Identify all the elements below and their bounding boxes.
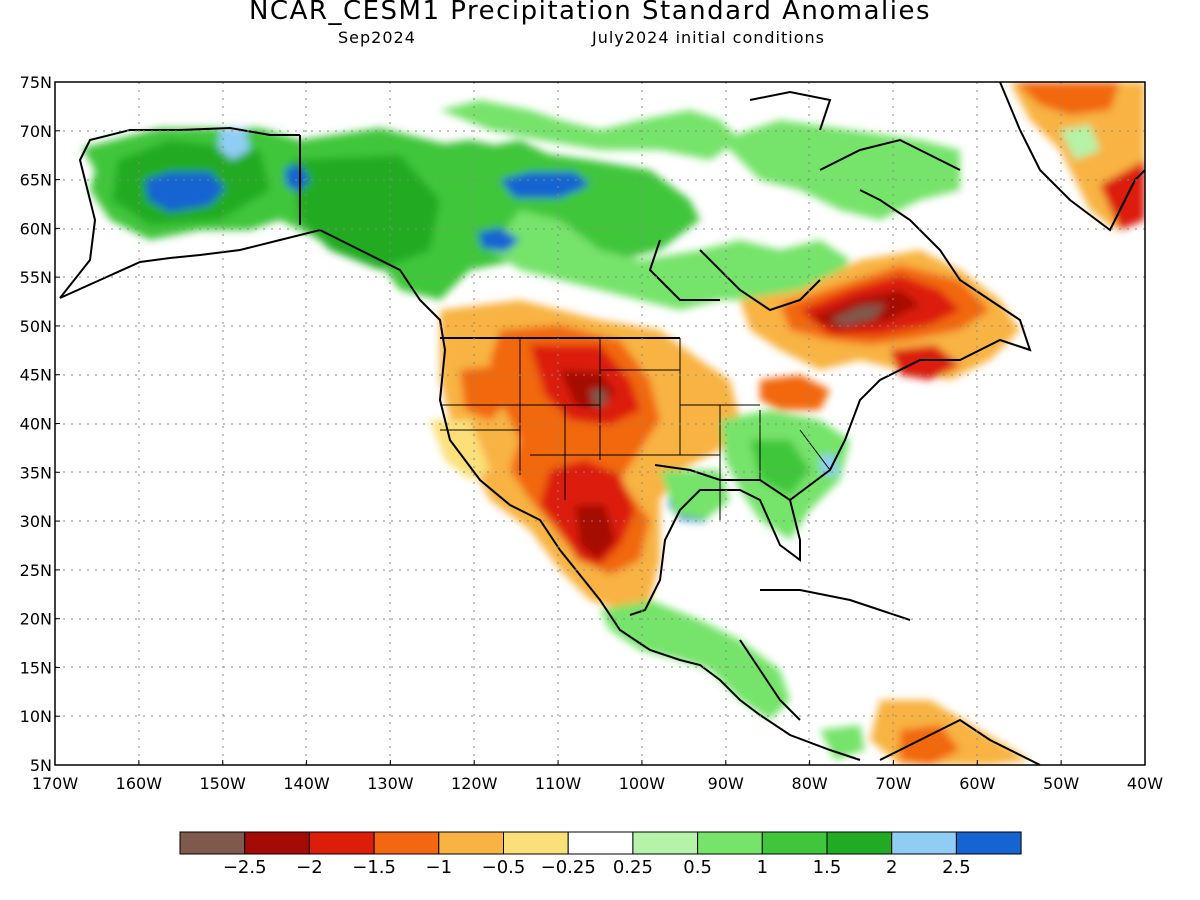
legend-swatch: [761, 831, 828, 855]
legend-label: −1: [426, 857, 453, 878]
lon-tick-label: 170W: [32, 774, 79, 793]
legend-label: −0.25: [541, 857, 596, 878]
legend-label: 1: [757, 857, 768, 878]
lon-tick-label: 120W: [451, 774, 498, 793]
color-legend: −2.5 −2 −1.5 −1 −0.5 −0.25 0.25 0.5 1 1.5 2 2.5: [179, 831, 1022, 878]
lon-tick-label: 100W: [619, 774, 666, 793]
lon-tick-label: 80W: [792, 774, 828, 793]
legend-swatch: [891, 831, 957, 855]
legend-swatch: [697, 831, 763, 855]
lat-tick-label: 65N: [20, 171, 52, 190]
legend-swatch: [503, 831, 569, 855]
legend-label: 0.5: [683, 857, 712, 878]
lon-tick-label: 50W: [1043, 774, 1079, 793]
lon-tick-label: 40W: [1127, 774, 1163, 793]
lat-tick-label: 10N: [20, 707, 52, 726]
lon-tick-label: 90W: [708, 774, 744, 793]
legend-swatch: [179, 831, 246, 855]
lon-tick-label: 150W: [200, 774, 247, 793]
lat-tick-label: 15N: [20, 658, 52, 677]
legend-swatch: [373, 831, 440, 855]
legend-label: 2.5: [942, 857, 971, 878]
lat-tick-label: 20N: [20, 610, 52, 629]
legend-swatch: [438, 831, 504, 855]
legend-label: 1.5: [813, 857, 842, 878]
lat-tick-label: 55N: [20, 268, 52, 287]
lon-tick-label: 70W: [875, 774, 911, 793]
legend-swatch: [826, 831, 893, 855]
lon-tick-label: 60W: [959, 774, 995, 793]
map-title: NCAR_CESM1 Precipitation Standard Anomal…: [248, 0, 932, 26]
legend-label: 2: [886, 857, 897, 878]
lon-tick-label: 130W: [367, 774, 414, 793]
lat-tick-label: 70N: [20, 122, 52, 141]
legend-label: −0.5: [482, 857, 526, 878]
lon-tick-label: 160W: [116, 774, 163, 793]
lat-axis: 75N 70N 65N 60N 55N 50N 45N 40N 35N 30N 25N 20N 15N 1…: [20, 73, 60, 775]
legend-swatch: [308, 831, 375, 855]
valid-month-label: Sep2024: [338, 28, 416, 47]
lat-tick-label: 75N: [20, 73, 52, 92]
lon-axis: 170W 160W 150W 140W 130W 120W 110W 100W 90W 80W 70…: [32, 760, 1163, 793]
lat-tick-label: 45N: [20, 366, 52, 385]
lat-tick-label: 5N: [30, 756, 52, 775]
initial-conditions-label: July2024 initial conditions: [592, 28, 825, 47]
lat-tick-label: 30N: [20, 512, 52, 531]
legend-label: 0.25: [613, 857, 653, 878]
legend-label: −1.5: [352, 857, 396, 878]
lat-tick-label: 60N: [20, 219, 52, 238]
lat-tick-label: 25N: [20, 561, 52, 580]
legend-swatch: [955, 831, 1022, 855]
lat-tick-label: 50N: [20, 317, 52, 336]
legend-label: −2.5: [223, 857, 267, 878]
legend-swatch: [244, 831, 310, 855]
legend-label: −2: [296, 857, 323, 878]
lat-tick-label: 35N: [20, 463, 52, 482]
state-borders: [440, 338, 831, 520]
coastlines: [59, 81, 1146, 766]
lon-tick-label: 110W: [535, 774, 582, 793]
legend-swatch: [632, 831, 699, 855]
graticule: [55, 82, 1145, 765]
lat-tick-label: 40N: [20, 415, 52, 434]
lon-tick-label: 140W: [283, 774, 330, 793]
anomaly-fields: [82, 82, 1145, 765]
legend-swatch: [567, 831, 634, 855]
